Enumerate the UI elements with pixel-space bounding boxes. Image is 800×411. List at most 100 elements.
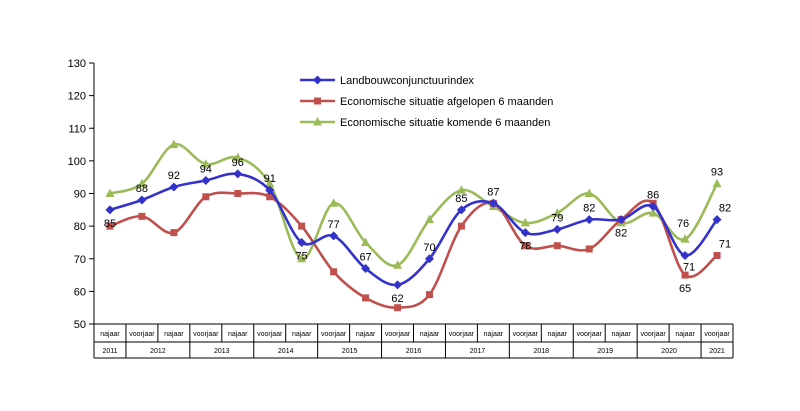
axis-layer: 50 60 70 80 90 100 110 120 130 najaar voorjaar naja… [68, 58, 734, 359]
data-label: 65 [679, 283, 691, 295]
data-label: 79 [551, 212, 563, 224]
data-label: 82 [719, 203, 731, 215]
x-year-label: 2018 [534, 348, 550, 355]
series-2-point [553, 242, 561, 250]
x-category-label: najaar [228, 331, 248, 338]
x-year-label: 2016 [406, 348, 422, 355]
data-label: 93 [711, 167, 723, 179]
series-2-point [457, 222, 465, 230]
data-label: 67 [359, 252, 371, 264]
series-3-point [456, 185, 466, 194]
data-label: 82 [583, 203, 595, 215]
data-label: 71 [719, 238, 731, 250]
data-label: 75 [296, 250, 308, 262]
x-category-label: voorjaar [449, 331, 475, 338]
x-category-label: voorjaar [193, 331, 219, 338]
y-tick-label: 80 [74, 221, 86, 233]
legend-label-1: Landbouwconjunctuurindex [340, 75, 474, 87]
series-1-point [616, 215, 626, 225]
x-category-label: voorjaar [321, 331, 347, 338]
data-label: 91 [264, 173, 276, 185]
x-category-label: najaar [548, 331, 568, 338]
x-category-label: najaar [164, 331, 184, 338]
x-year-label: 2020 [661, 348, 677, 355]
y-tick-label: 130 [68, 58, 86, 70]
data-label: 86 [647, 190, 659, 202]
y-tick-label: 90 [74, 189, 86, 201]
series-3-point [552, 208, 562, 217]
series-3-point [393, 260, 403, 269]
data-label: 92 [168, 170, 180, 182]
data-label: 77 [328, 219, 340, 231]
data-label: 71 [683, 261, 695, 273]
series-3-point [233, 152, 243, 162]
legend-box [296, 70, 566, 128]
data-label: 94 [200, 163, 212, 175]
series-3-point [265, 178, 275, 188]
series-1-point [265, 185, 275, 195]
series-2-point [394, 304, 402, 312]
series-1-point [329, 231, 339, 241]
data-label: 76 [677, 218, 689, 230]
legend: Landbouwconjunctuurindex Economische situ… [296, 70, 566, 129]
y-tick-label: 100 [68, 156, 86, 168]
y-tick-label: 60 [74, 286, 86, 298]
series-2-point [234, 190, 242, 197]
x-year-label: 2011 [102, 348, 117, 355]
data-label: 85 [455, 193, 467, 205]
x-category-label: najaar [356, 331, 376, 338]
data-label: 82 [615, 228, 627, 240]
series-2-point [713, 251, 721, 259]
series-3-point [201, 159, 211, 168]
legend-label-2: Economische situatie afgelopen 6 maanden [340, 96, 553, 108]
x-category-label: voorjaar [513, 331, 539, 338]
x-category-label: najaar [100, 331, 120, 338]
x-category-label: najaar [611, 331, 631, 338]
series-3-point [648, 208, 658, 217]
y-tick-label: 120 [68, 91, 86, 103]
series-1-point [233, 169, 243, 179]
x-year-label: 2017 [470, 348, 486, 355]
series-1-point [393, 280, 403, 290]
x-year-label: 2014 [278, 348, 294, 355]
series-2-point [138, 212, 146, 220]
legend-marker-2 [314, 97, 321, 105]
x-category-label: voorjaar [257, 331, 283, 338]
x-year-label: 2012 [150, 348, 166, 355]
series-1-point [169, 182, 179, 192]
data-label-layer: 85 88 92 94 96 91 75 77 67 62 70 85 87 78 79 82 82 86 71 82… [104, 157, 731, 305]
series-2-point [106, 222, 114, 230]
x-category-label: voorjaar [704, 331, 730, 338]
series-1-point [488, 198, 498, 208]
x-year-label: 2019 [597, 348, 613, 355]
y-tick-label: 50 [74, 319, 86, 331]
data-label: 62 [391, 293, 403, 305]
legend-marker-3 [313, 117, 322, 126]
series-3-point [680, 234, 690, 243]
series-2-point [298, 222, 306, 230]
y-tick-label: 70 [74, 254, 86, 266]
series-3-point [424, 214, 434, 224]
data-label: 96 [232, 157, 244, 169]
series-2-point [170, 229, 178, 237]
x-category-label: najaar [675, 331, 695, 338]
series-1-point [584, 215, 594, 225]
series-1-point [297, 237, 307, 247]
x-category-label: voorjaar [640, 331, 666, 338]
x-category-label: najaar [484, 331, 504, 338]
series-2-point [681, 271, 689, 279]
x-category-label: najaar [292, 331, 312, 338]
series-1-point [648, 202, 658, 212]
series-1-point [520, 228, 530, 238]
x-category-label: voorjaar [129, 331, 155, 338]
data-label: 88 [136, 183, 148, 195]
series-1-point [552, 224, 562, 234]
series-1-point [712, 215, 722, 225]
y-tick-label: 110 [68, 123, 86, 135]
data-label: 78 [519, 241, 531, 253]
data-label: 87 [487, 186, 499, 198]
series-line-2 [109, 191, 718, 309]
series-3-point [329, 198, 339, 207]
series-2-point [330, 268, 338, 276]
